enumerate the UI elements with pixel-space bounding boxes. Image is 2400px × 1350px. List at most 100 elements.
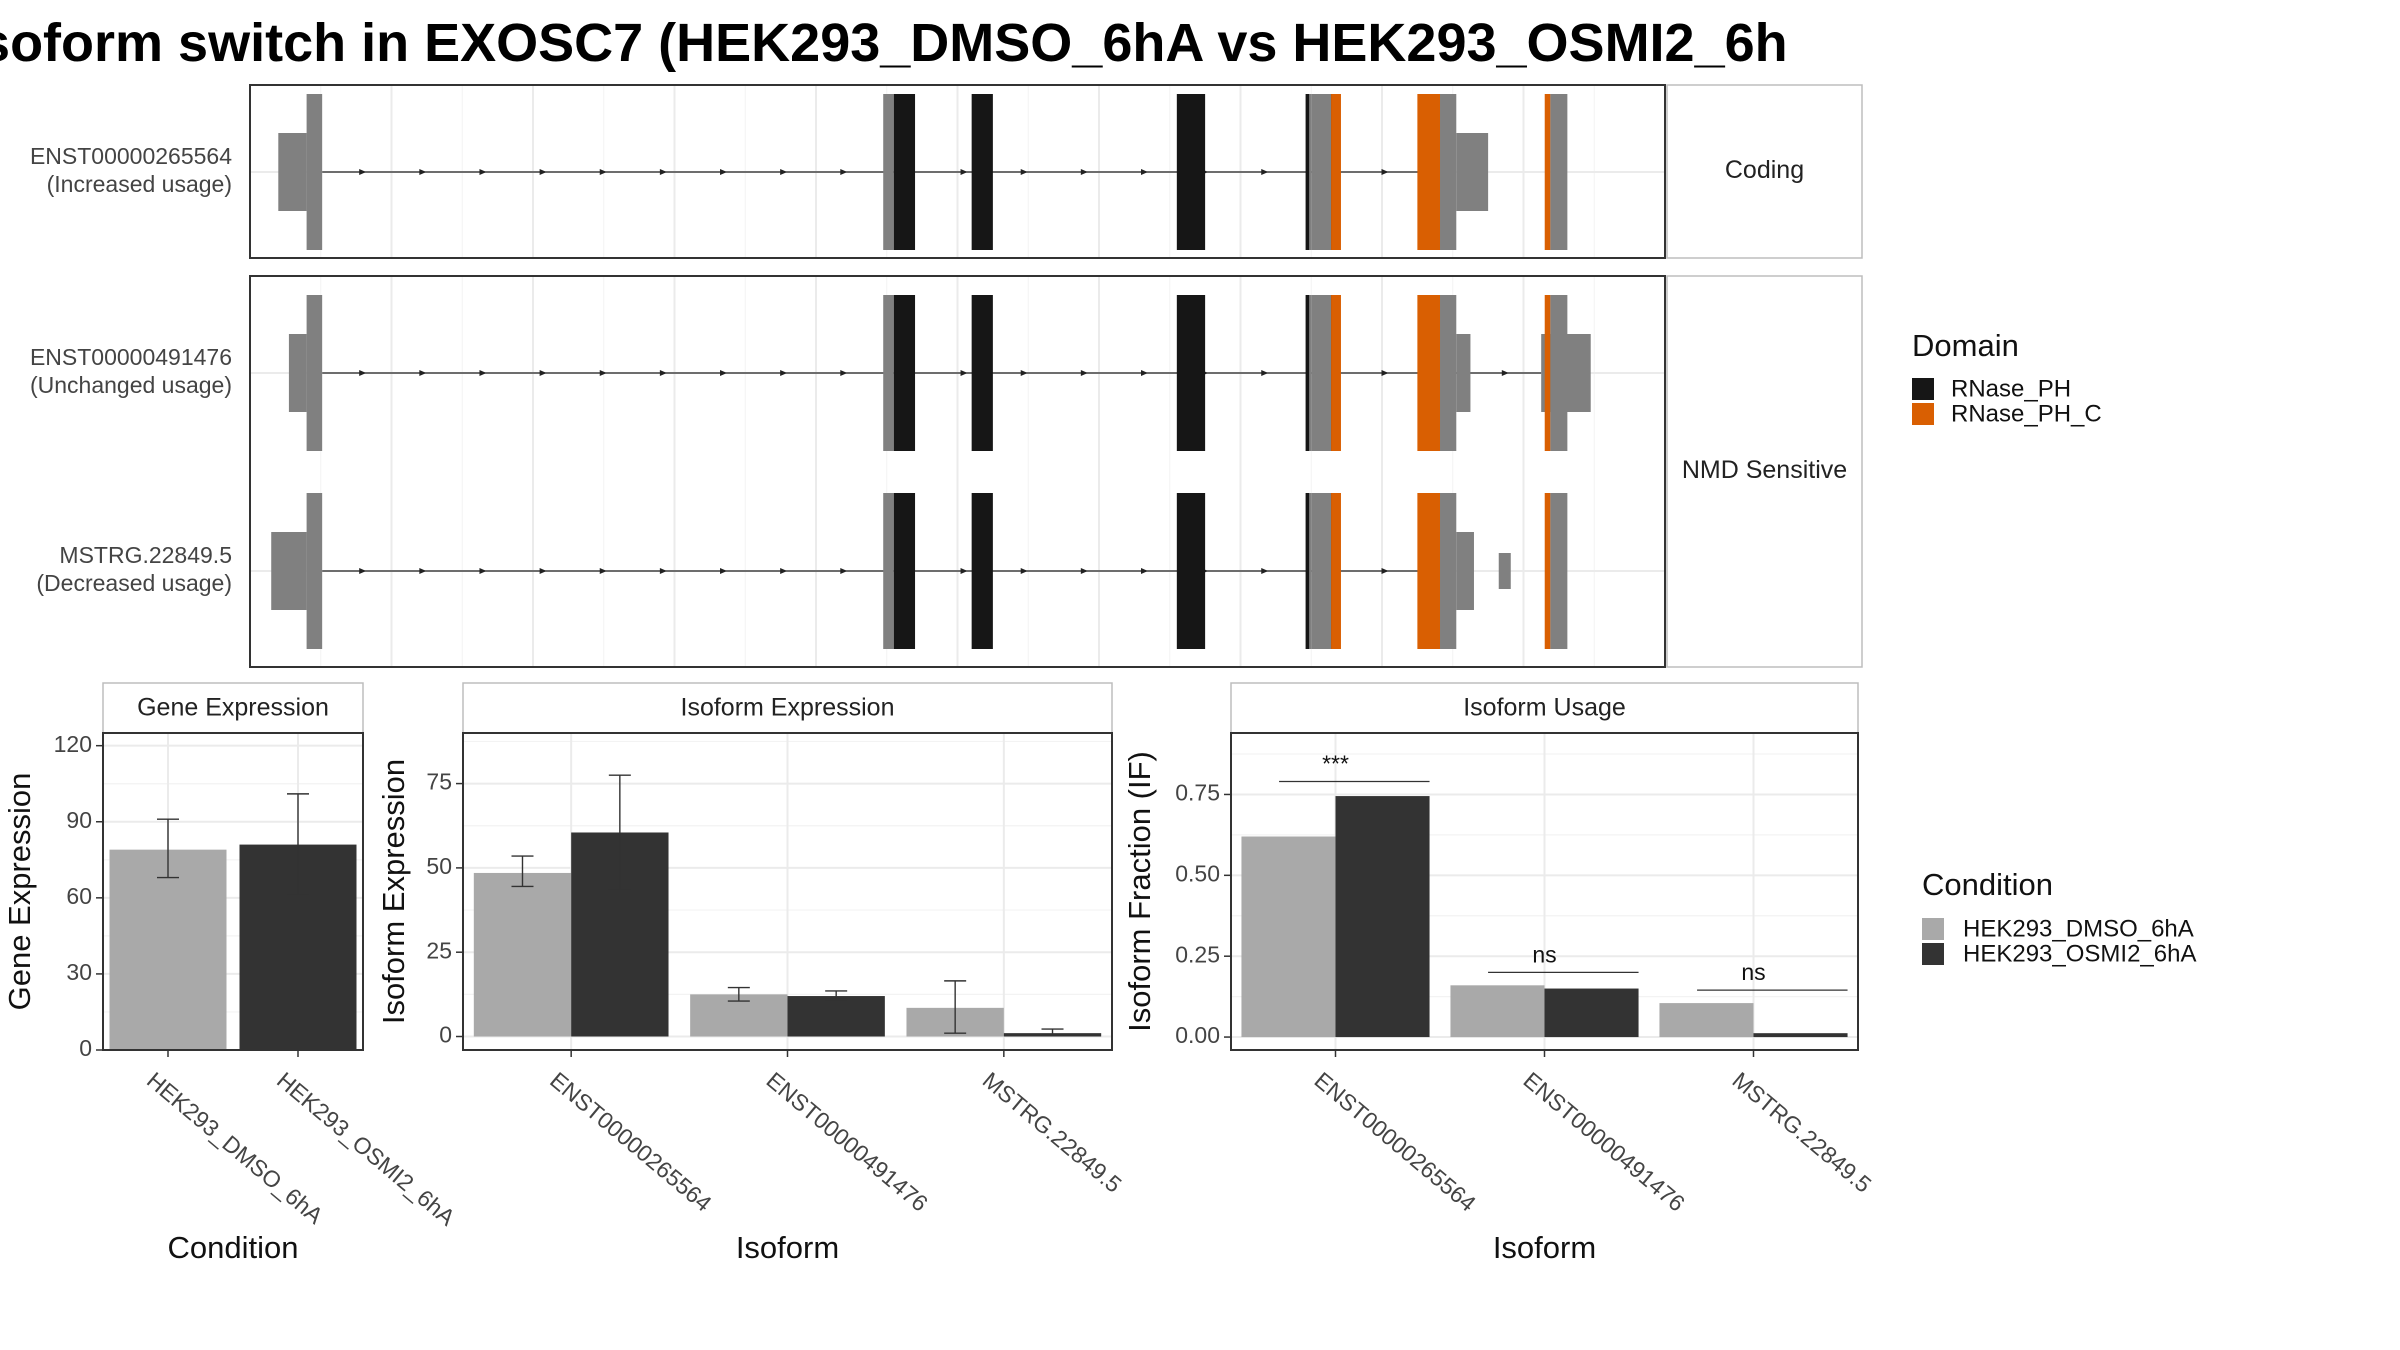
y-tick-label: 0.50 bbox=[1175, 860, 1220, 886]
utr-exon bbox=[1456, 532, 1474, 610]
utr-exon bbox=[1307, 295, 1312, 451]
condition-legend-title: Condition bbox=[1922, 867, 2053, 902]
y-tick-label: 120 bbox=[54, 731, 92, 757]
bar bbox=[787, 996, 885, 1037]
exon-rnase-ph-c bbox=[1544, 94, 1551, 250]
intron-arrow bbox=[1080, 370, 1088, 376]
transcript-usage-label: (Decreased usage) bbox=[36, 570, 232, 596]
panel-strip bbox=[102, 682, 364, 734]
utr-exon bbox=[883, 493, 894, 649]
exon-rnase-ph bbox=[893, 295, 916, 451]
transcript-label: ENST00000265564 bbox=[30, 143, 232, 169]
utr-exon bbox=[306, 493, 323, 649]
utr-exon bbox=[1311, 295, 1332, 451]
domain-legend-key-rnase-ph-c bbox=[1912, 403, 1934, 425]
bar bbox=[1659, 1003, 1754, 1038]
significance-label: ns bbox=[1741, 959, 1765, 985]
x-axis-label: Isoform bbox=[736, 1230, 839, 1265]
bar bbox=[1753, 1033, 1848, 1038]
condition-legend-key-2 bbox=[1922, 943, 1944, 965]
intron-arrow bbox=[359, 568, 367, 574]
exon-rnase-ph-c bbox=[1331, 493, 1341, 649]
bar bbox=[473, 872, 572, 1037]
exon-rnase-ph bbox=[1305, 94, 1310, 250]
utr-exon bbox=[1498, 553, 1511, 589]
y-tick-label: 30 bbox=[66, 959, 92, 985]
significance-label: *** bbox=[1322, 751, 1349, 777]
y-tick-label: 0.75 bbox=[1175, 780, 1220, 806]
intron-arrow bbox=[419, 568, 427, 574]
intron-arrow bbox=[419, 169, 427, 175]
utr-exon bbox=[1307, 94, 1312, 250]
intron-arrow bbox=[1140, 370, 1148, 376]
intron-arrow bbox=[720, 568, 728, 574]
intron-arrow bbox=[1501, 370, 1509, 376]
utr-exon bbox=[278, 133, 307, 211]
intron-arrow bbox=[720, 169, 728, 175]
x-tick-label: ENST00000265564 bbox=[545, 1067, 717, 1217]
intron-arrow bbox=[1080, 568, 1088, 574]
intron-arrow bbox=[479, 370, 487, 376]
utr-exon bbox=[1550, 94, 1568, 250]
intron-arrow bbox=[780, 370, 788, 376]
y-tick-label: 0 bbox=[79, 1035, 92, 1061]
bar bbox=[109, 849, 227, 1050]
utr-exon bbox=[288, 334, 307, 412]
intron-arrow bbox=[479, 169, 487, 175]
y-tick-label: 0 bbox=[439, 1022, 452, 1048]
intron-arrow bbox=[599, 568, 607, 574]
intron-arrow bbox=[1381, 568, 1389, 574]
gene-panel-border bbox=[249, 275, 1666, 668]
x-axis-label: Isoform bbox=[1493, 1230, 1596, 1265]
intron-arrow bbox=[780, 169, 788, 175]
exon-rnase-ph-c bbox=[1417, 493, 1441, 649]
condition-legend-key-1 bbox=[1922, 918, 1944, 940]
exon-rnase-ph-c bbox=[1544, 493, 1551, 649]
intron-arrow bbox=[359, 169, 367, 175]
y-axis-label: Gene Expression bbox=[2, 773, 37, 1011]
y-axis-label: Isoform Fraction (IF) bbox=[1122, 751, 1157, 1032]
intron-arrow bbox=[659, 568, 667, 574]
utr-exon bbox=[306, 94, 323, 250]
exon-rnase-ph bbox=[1176, 94, 1206, 250]
utr-exon bbox=[1456, 334, 1471, 412]
exon-rnase-ph bbox=[971, 493, 993, 649]
plot-border bbox=[102, 732, 364, 1051]
facet-strip bbox=[1666, 275, 1863, 668]
utr-exon bbox=[1311, 94, 1332, 250]
exon-rnase-ph-c bbox=[1331, 94, 1341, 250]
intron-arrow bbox=[1381, 169, 1389, 175]
utr-exon bbox=[883, 94, 894, 250]
intron-arrow bbox=[960, 568, 968, 574]
utr-exon bbox=[883, 295, 894, 451]
utr-exon bbox=[1311, 493, 1332, 649]
intron-arrow bbox=[419, 370, 427, 376]
intron-arrow bbox=[720, 370, 728, 376]
transcript-mstrg.22849.5 bbox=[271, 493, 1568, 649]
facet-strip bbox=[1666, 84, 1863, 259]
intron-arrow bbox=[659, 169, 667, 175]
panel-strip bbox=[1230, 682, 1859, 734]
bar bbox=[1241, 836, 1336, 1038]
exon-rnase-ph-c bbox=[1331, 295, 1341, 451]
intron-arrow bbox=[599, 169, 607, 175]
exon-rnase-ph bbox=[1176, 493, 1206, 649]
bar bbox=[1335, 796, 1430, 1038]
panel-strip bbox=[462, 682, 1113, 734]
gene-panel-border bbox=[249, 84, 1666, 259]
exon-rnase-ph-c bbox=[1544, 295, 1551, 451]
x-tick-label: ENST00000491476 bbox=[761, 1067, 933, 1217]
utr-exon bbox=[1550, 295, 1568, 451]
facet-label-coding: Coding bbox=[1725, 156, 1804, 184]
x-tick-label: MSTRG.22849.5 bbox=[978, 1067, 1127, 1198]
intron-arrow bbox=[659, 370, 667, 376]
intron-arrow bbox=[840, 568, 848, 574]
intron-arrow bbox=[1381, 370, 1389, 376]
intron-arrow bbox=[840, 370, 848, 376]
exon-rnase-ph-c bbox=[1417, 295, 1441, 451]
transcript-enst00000491476 bbox=[288, 295, 1591, 451]
y-tick-label: 75 bbox=[426, 769, 452, 795]
intron-arrow bbox=[1140, 568, 1148, 574]
main-title: e isoform switch in EXOSC7 (HEK293_DMSO_… bbox=[0, 13, 1788, 73]
transcript-enst00000265564 bbox=[278, 94, 1568, 250]
